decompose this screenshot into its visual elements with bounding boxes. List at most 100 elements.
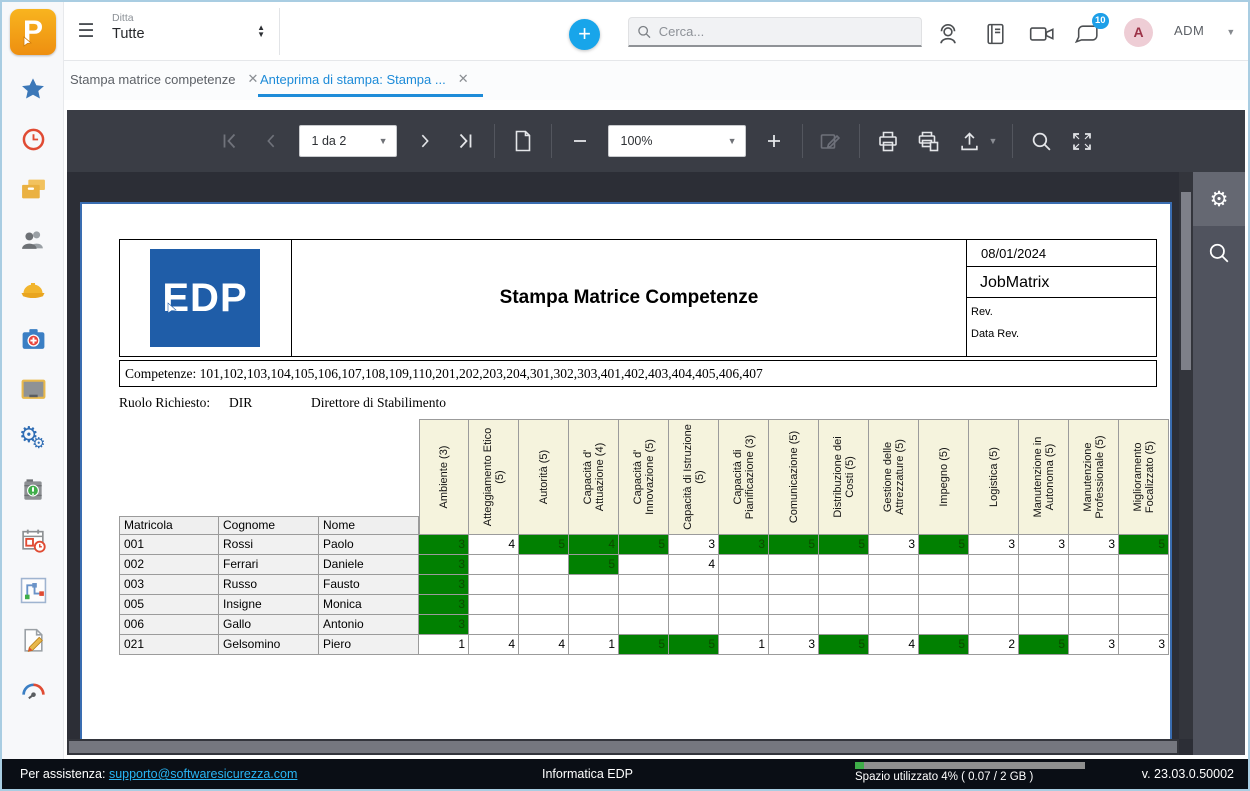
matrix-competence-header: Atteggiamento Etico (5) <box>469 419 519 535</box>
logo-cursor-icon <box>23 36 32 47</box>
report-title: Stampa Matrice Competenze <box>499 287 759 308</box>
matrix-cell-matricola: 021 <box>119 635 219 655</box>
storage-progress-fill <box>855 762 865 769</box>
app-logo[interactable]: P <box>10 9 56 55</box>
matrix-score-cell: 5 <box>819 535 869 555</box>
fullscreen-button[interactable] <box>1069 128 1095 154</box>
matrix-score-cell <box>719 615 769 635</box>
close-icon[interactable]: ✕ <box>247 71 259 86</box>
support-agent-icon[interactable] <box>935 21 963 47</box>
sidebar-item-editor[interactable] <box>18 625 48 655</box>
company-selector[interactable]: Ditta Tutte ▲ ▼ <box>104 8 280 55</box>
sidebar-item-settings[interactable]: ⚙ ⚙ <box>18 422 48 455</box>
tabs-bar: Stampa matrice competenze ✕ Anteprima di… <box>64 61 1248 100</box>
sidebar-item-time[interactable] <box>18 124 48 154</box>
print-pages-button[interactable] <box>916 128 942 154</box>
ruolo-label: Ruolo Richiesto: <box>119 395 211 410</box>
video-call-icon[interactable] <box>1028 21 1056 47</box>
zoom-in-button[interactable] <box>761 128 787 154</box>
single-page-view-button[interactable] <box>510 128 536 154</box>
rev-label: Rev. <box>971 306 993 318</box>
tab-stampa-matrice[interactable]: Stampa matrice competenze ✕ <box>70 61 258 97</box>
matrix-cell-matricola: 001 <box>119 535 219 555</box>
matrix-score-cell <box>469 595 519 615</box>
avatar[interactable]: A <box>1124 18 1153 47</box>
search-icon <box>638 25 651 38</box>
search-box[interactable] <box>628 17 922 47</box>
gears-icon: ⚙ ⚙ <box>19 422 46 453</box>
matrix-score-cell <box>669 595 719 615</box>
menu-icon[interactable]: ☰ <box>77 21 95 42</box>
next-page-button[interactable] <box>412 128 438 154</box>
sidebar-item-workflow[interactable] <box>18 575 48 605</box>
workflow-path-icon <box>20 577 46 603</box>
sidebar-item-favorites[interactable] <box>18 74 48 104</box>
add-button[interactable]: + <box>569 19 600 50</box>
assist-link[interactable]: supporto@softwaresicurezza.com <box>108 767 298 781</box>
matrix-cell-nome: Monica <box>319 595 419 615</box>
sidebar-item-archive[interactable] <box>18 174 48 204</box>
sidebar-item-materials[interactable] <box>18 475 48 505</box>
matrix-competence-header: Capacità di Istruzione (5) <box>669 419 719 535</box>
close-icon[interactable]: ✕ <box>457 71 469 86</box>
viewer-settings-button[interactable]: ⚙ <box>1193 172 1245 226</box>
find-in-document-button[interactable] <box>1028 128 1054 154</box>
first-page-button[interactable] <box>217 128 243 154</box>
vertical-scrollbar-thumb[interactable] <box>1181 192 1191 370</box>
matrix-score-cell: 3 <box>969 535 1019 555</box>
zoom-selector[interactable]: 100% ▼ <box>607 125 746 157</box>
chat-icon[interactable] <box>1074 21 1102 47</box>
user-menu[interactable]: ADM ▼ <box>1174 23 1236 38</box>
last-page-button[interactable] <box>453 128 479 154</box>
viewer-side-panel: ⚙ <box>1193 172 1245 755</box>
horizontal-scrollbar-thumb[interactable] <box>69 741 1177 753</box>
matrix-score-cell <box>969 595 1019 615</box>
export-options-caret[interactable]: ▼ <box>988 136 998 146</box>
sidebar-item-board[interactable] <box>18 374 48 404</box>
matrix-score-cell <box>869 595 919 615</box>
prev-page-button[interactable] <box>258 128 284 154</box>
search-input[interactable] <box>658 24 913 39</box>
first-aid-kit-icon <box>22 329 44 349</box>
print-button[interactable] <box>875 128 901 154</box>
matrix-score-cell: 3 <box>669 535 719 555</box>
sidebar-item-people[interactable] <box>18 224 48 254</box>
matrix-score-cell: 5 <box>519 535 569 555</box>
sidebar-item-scheduler[interactable] <box>18 525 48 555</box>
drum-icon <box>24 479 42 500</box>
page-selector-value: 1 da 2 <box>311 134 347 148</box>
report-page[interactable]: EDP Stampa Matrice Competenze 08/01/2024… <box>80 202 1172 742</box>
viewer-search-button[interactable] <box>1193 226 1245 280</box>
matrix-cell-nome: Paolo <box>319 535 419 555</box>
top-bar: ☰ Ditta Tutte ▲▼ + 10 A ADM ▼ <box>64 2 1248 61</box>
matrix-header-row: Matricola Cognome Nome Ambiente (3) Atteggi… <box>119 419 1170 535</box>
matrix-score-cell <box>769 615 819 635</box>
matrix-score-cell: 3 <box>869 535 919 555</box>
matrix-row: 021 Gelsomino Piero 1 4 4 1 5 5 1 3 5 4 5 2 5 3 3 <box>119 635 1170 655</box>
storage-progress <box>855 762 1085 769</box>
matrix-cell-cognome: Ferrari <box>219 555 319 575</box>
matrix-score-cell: 5 <box>819 635 869 655</box>
vertical-scrollbar[interactable] <box>1179 172 1193 739</box>
horizontal-scrollbar[interactable] <box>67 739 1179 755</box>
page-selector[interactable]: 1 da 2 ▼ <box>298 125 397 157</box>
report-rev-block: Rev. Data Rev. <box>967 298 1156 356</box>
zoom-out-button[interactable] <box>567 128 593 154</box>
matrix-score-cell <box>619 615 669 635</box>
people-icon <box>21 231 43 249</box>
sidebar-item-firstaid[interactable] <box>18 324 48 354</box>
sidebar-item-dashboard[interactable] <box>18 675 48 705</box>
export-button[interactable] <box>957 128 983 154</box>
matrix-score-cell: 5 <box>1119 535 1169 555</box>
matrix-score-cell <box>819 595 869 615</box>
edit-report-button[interactable] <box>818 128 844 154</box>
matrix-score-cell: 3 <box>419 575 469 595</box>
sidebar-item-safety[interactable] <box>18 274 48 304</box>
matrix-score-cell <box>619 555 669 575</box>
competenze-line: Competenze: 101,102,103,104,105,106,107,… <box>119 360 1157 387</box>
tab-anteprima-stampa[interactable]: Anteprima di stampa: Stampa ... ✕ <box>260 61 469 97</box>
manual-book-icon[interactable] <box>983 21 1011 47</box>
report-title-cell: Stampa Matrice Competenze <box>292 240 966 356</box>
document-area: EDP Stampa Matrice Competenze 08/01/2024… <box>67 172 1245 755</box>
